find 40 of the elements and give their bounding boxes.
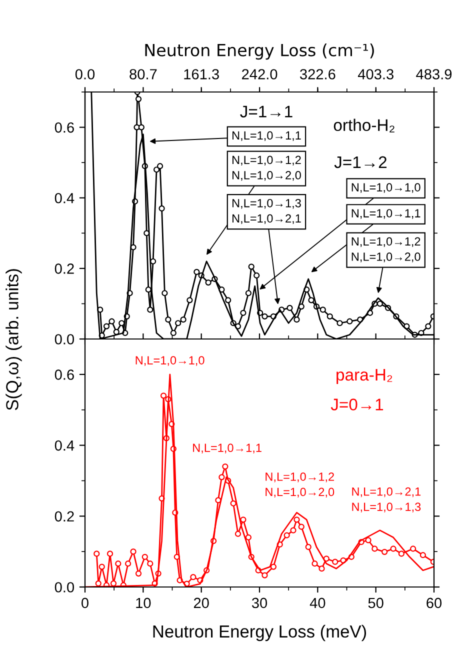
- x-tick-label: 60: [426, 598, 442, 608]
- y-tick-label: 0.2: [54, 264, 74, 274]
- y-tick-label: 0.0: [54, 334, 74, 344]
- y-tick-label: 0.4: [54, 440, 74, 451]
- x2-tick-label: 483.9: [416, 69, 452, 80]
- x-tick-label: 30: [252, 598, 268, 608]
- annotation: N,L=1,0→1,2 N,L=1,0→2,0: [232, 156, 301, 181]
- annotation: ortho-H₂: [334, 118, 394, 132]
- x-tick-label: 20: [194, 598, 209, 608]
- x-tick-label: 40: [310, 598, 326, 608]
- annotation: N,L=1,0→1,1: [193, 444, 262, 454]
- annotation: J=0→1: [330, 398, 384, 410]
- annotation: para-H₂: [336, 369, 392, 384]
- annotation: J=1→1: [240, 106, 292, 118]
- x-tick-label: 0: [82, 598, 88, 608]
- x2-tick-label: 242.0: [242, 69, 278, 80]
- y-tick-label: 0.6: [54, 122, 74, 133]
- y-tick-label: 0.6: [54, 370, 74, 380]
- x2-tick-label: 403.3: [358, 69, 394, 80]
- x-tick-label: 50: [368, 598, 384, 608]
- annotation: N,L=1,0→1,0: [136, 356, 204, 366]
- annotation: N,L=1,0→2,1 N,L=1,0→1,3: [352, 487, 421, 512]
- annotation: N,L=1,0→1,3 N,L=1,0→2,1: [232, 198, 301, 224]
- annotation: N,L=1,0→1,1: [352, 209, 420, 219]
- x2-axis-title: Neutron Energy Loss (cm⁻¹): [145, 44, 374, 60]
- annotation: N,L=1,0→1,2 N,L=1,0→2,0: [352, 237, 420, 262]
- x2-tick-label: 80.7: [130, 69, 157, 80]
- y-tick-label: 0.4: [54, 192, 74, 204]
- x-axis-title: Neutron Energy Loss (meV): [153, 624, 366, 642]
- y-tick-label: 0.2: [54, 511, 74, 522]
- x2-tick-label: 0.0: [75, 69, 95, 80]
- y-axis-title: S(Q,ω) (arb. units): [6, 269, 22, 410]
- annotation: N,L=1,0→1,1: [232, 131, 301, 142]
- x-tick-label: 10: [136, 598, 151, 608]
- y-tick-label: 0.0: [54, 582, 74, 592]
- annotation: N,L=1,0→1,0: [352, 183, 420, 193]
- annotation: J=1→2: [334, 156, 387, 168]
- x2-tick-label: 161.3: [184, 69, 219, 80]
- annotation: N,L=1,0→1,2 N,L=1,0→2,0: [266, 472, 334, 498]
- x2-tick-label: 322.6: [300, 69, 336, 80]
